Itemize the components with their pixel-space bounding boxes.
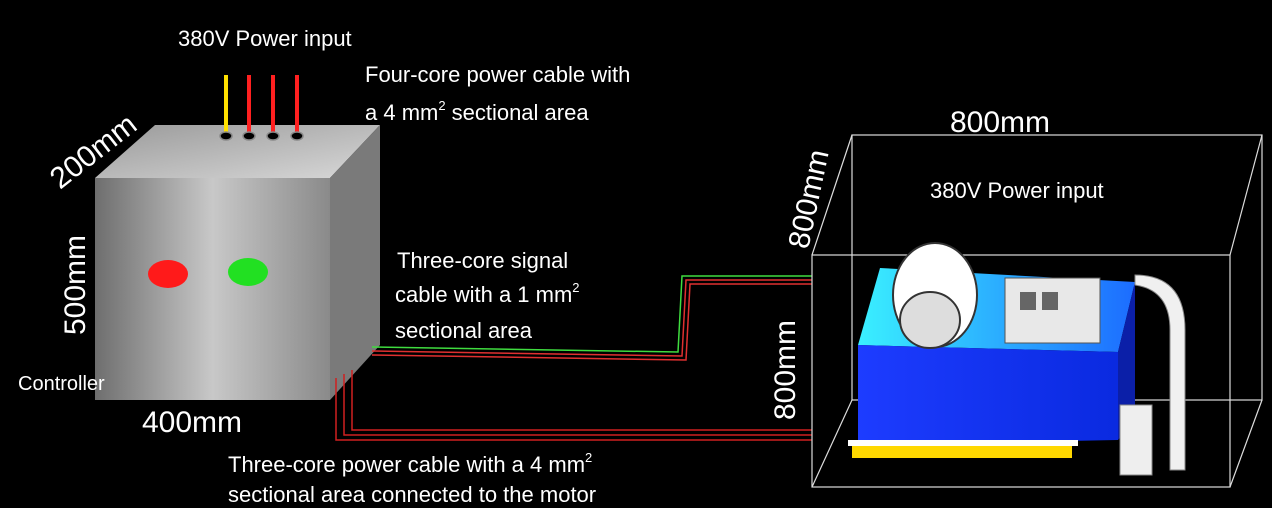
dimension-label: 800mm bbox=[769, 320, 802, 420]
cable-label: Three-core signal bbox=[397, 248, 568, 273]
cable-label: sectional area connected to the motor bbox=[228, 482, 596, 507]
power-input-label: 380V Power input bbox=[178, 26, 352, 51]
dimension-label: 500mm bbox=[59, 235, 92, 335]
superscript: 2 bbox=[572, 280, 579, 295]
cable-label-part: cable with a 1 mm bbox=[395, 282, 572, 307]
power-input-label: 380V Power input bbox=[930, 178, 1104, 203]
superscript: 2 bbox=[585, 450, 592, 465]
cable-label: Four-core power cable with bbox=[365, 62, 630, 87]
input-wires bbox=[219, 75, 304, 141]
cable-label-part: Three-core power cable with a 4 mm bbox=[228, 452, 585, 477]
motor bbox=[848, 242, 1186, 476]
superscript: 2 bbox=[438, 98, 445, 113]
dimension-label: 800mm bbox=[950, 106, 1050, 139]
controller-box bbox=[95, 125, 380, 400]
cable-label: cable with a 1 mm2 bbox=[395, 280, 580, 307]
motor-cable bbox=[335, 370, 812, 441]
dimension-label: 400mm bbox=[142, 406, 242, 439]
cable-label-part: a 4 mm bbox=[365, 100, 438, 125]
cable-label: a 4 mm2 sectional area bbox=[365, 98, 589, 125]
cable-label-part: sectional area bbox=[452, 100, 590, 125]
cable-label: Three-core power cable with a 4 mm2 bbox=[228, 450, 592, 477]
signal-cable bbox=[371, 275, 812, 361]
controller-label: Controller bbox=[18, 373, 105, 395]
cable-label: sectional area bbox=[395, 318, 533, 343]
